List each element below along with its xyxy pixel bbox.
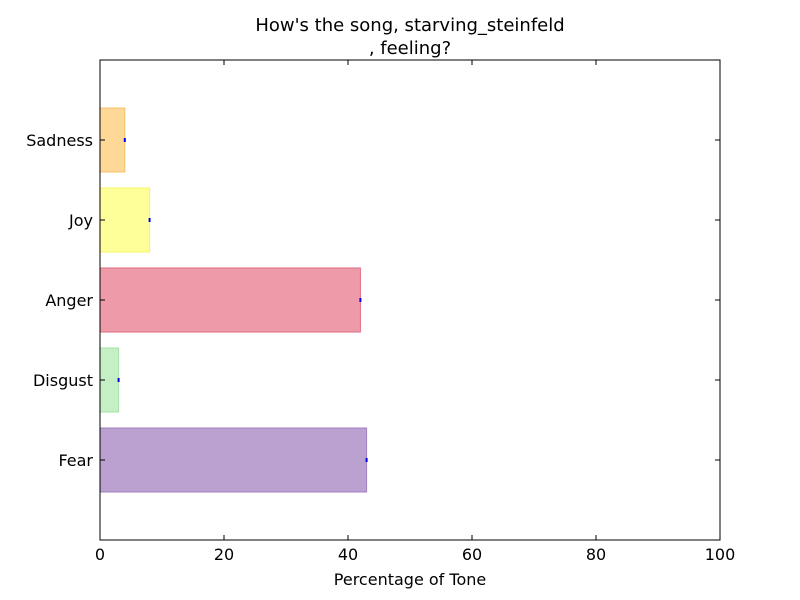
x-tick-label: 40: [338, 545, 358, 564]
bar-anger: [99, 267, 361, 333]
y-axis-ticks: Fear Disgust Anger Joy Sadness: [26, 131, 720, 470]
bar-joy: [99, 187, 151, 253]
x-tick-label: 20: [214, 545, 234, 564]
x-tick-label: 60: [462, 545, 482, 564]
chart-title: How's the song, starving_steinfeld , fee…: [255, 15, 564, 59]
y-tick-label-disgust: Disgust: [33, 371, 93, 390]
y-tick-label-joy: Joy: [68, 211, 93, 230]
x-axis-label: Percentage of Tone: [334, 570, 486, 589]
x-tick-label: 100: [705, 545, 736, 564]
x-tick-label: 80: [586, 545, 606, 564]
chart-title-line-2: , feeling?: [369, 38, 451, 59]
x-tick-label: 0: [95, 545, 105, 564]
y-tick-label-fear: Fear: [58, 451, 93, 470]
y-tick-label-anger: Anger: [45, 291, 93, 310]
bars: [99, 107, 368, 493]
x-axis-ticks: 0 20 40 60 80 100: [95, 60, 735, 564]
chart-title-line-1: How's the song, starving_steinfeld: [255, 15, 564, 36]
y-tick-label-sadness: Sadness: [26, 131, 93, 150]
bar-fear: [99, 427, 368, 493]
